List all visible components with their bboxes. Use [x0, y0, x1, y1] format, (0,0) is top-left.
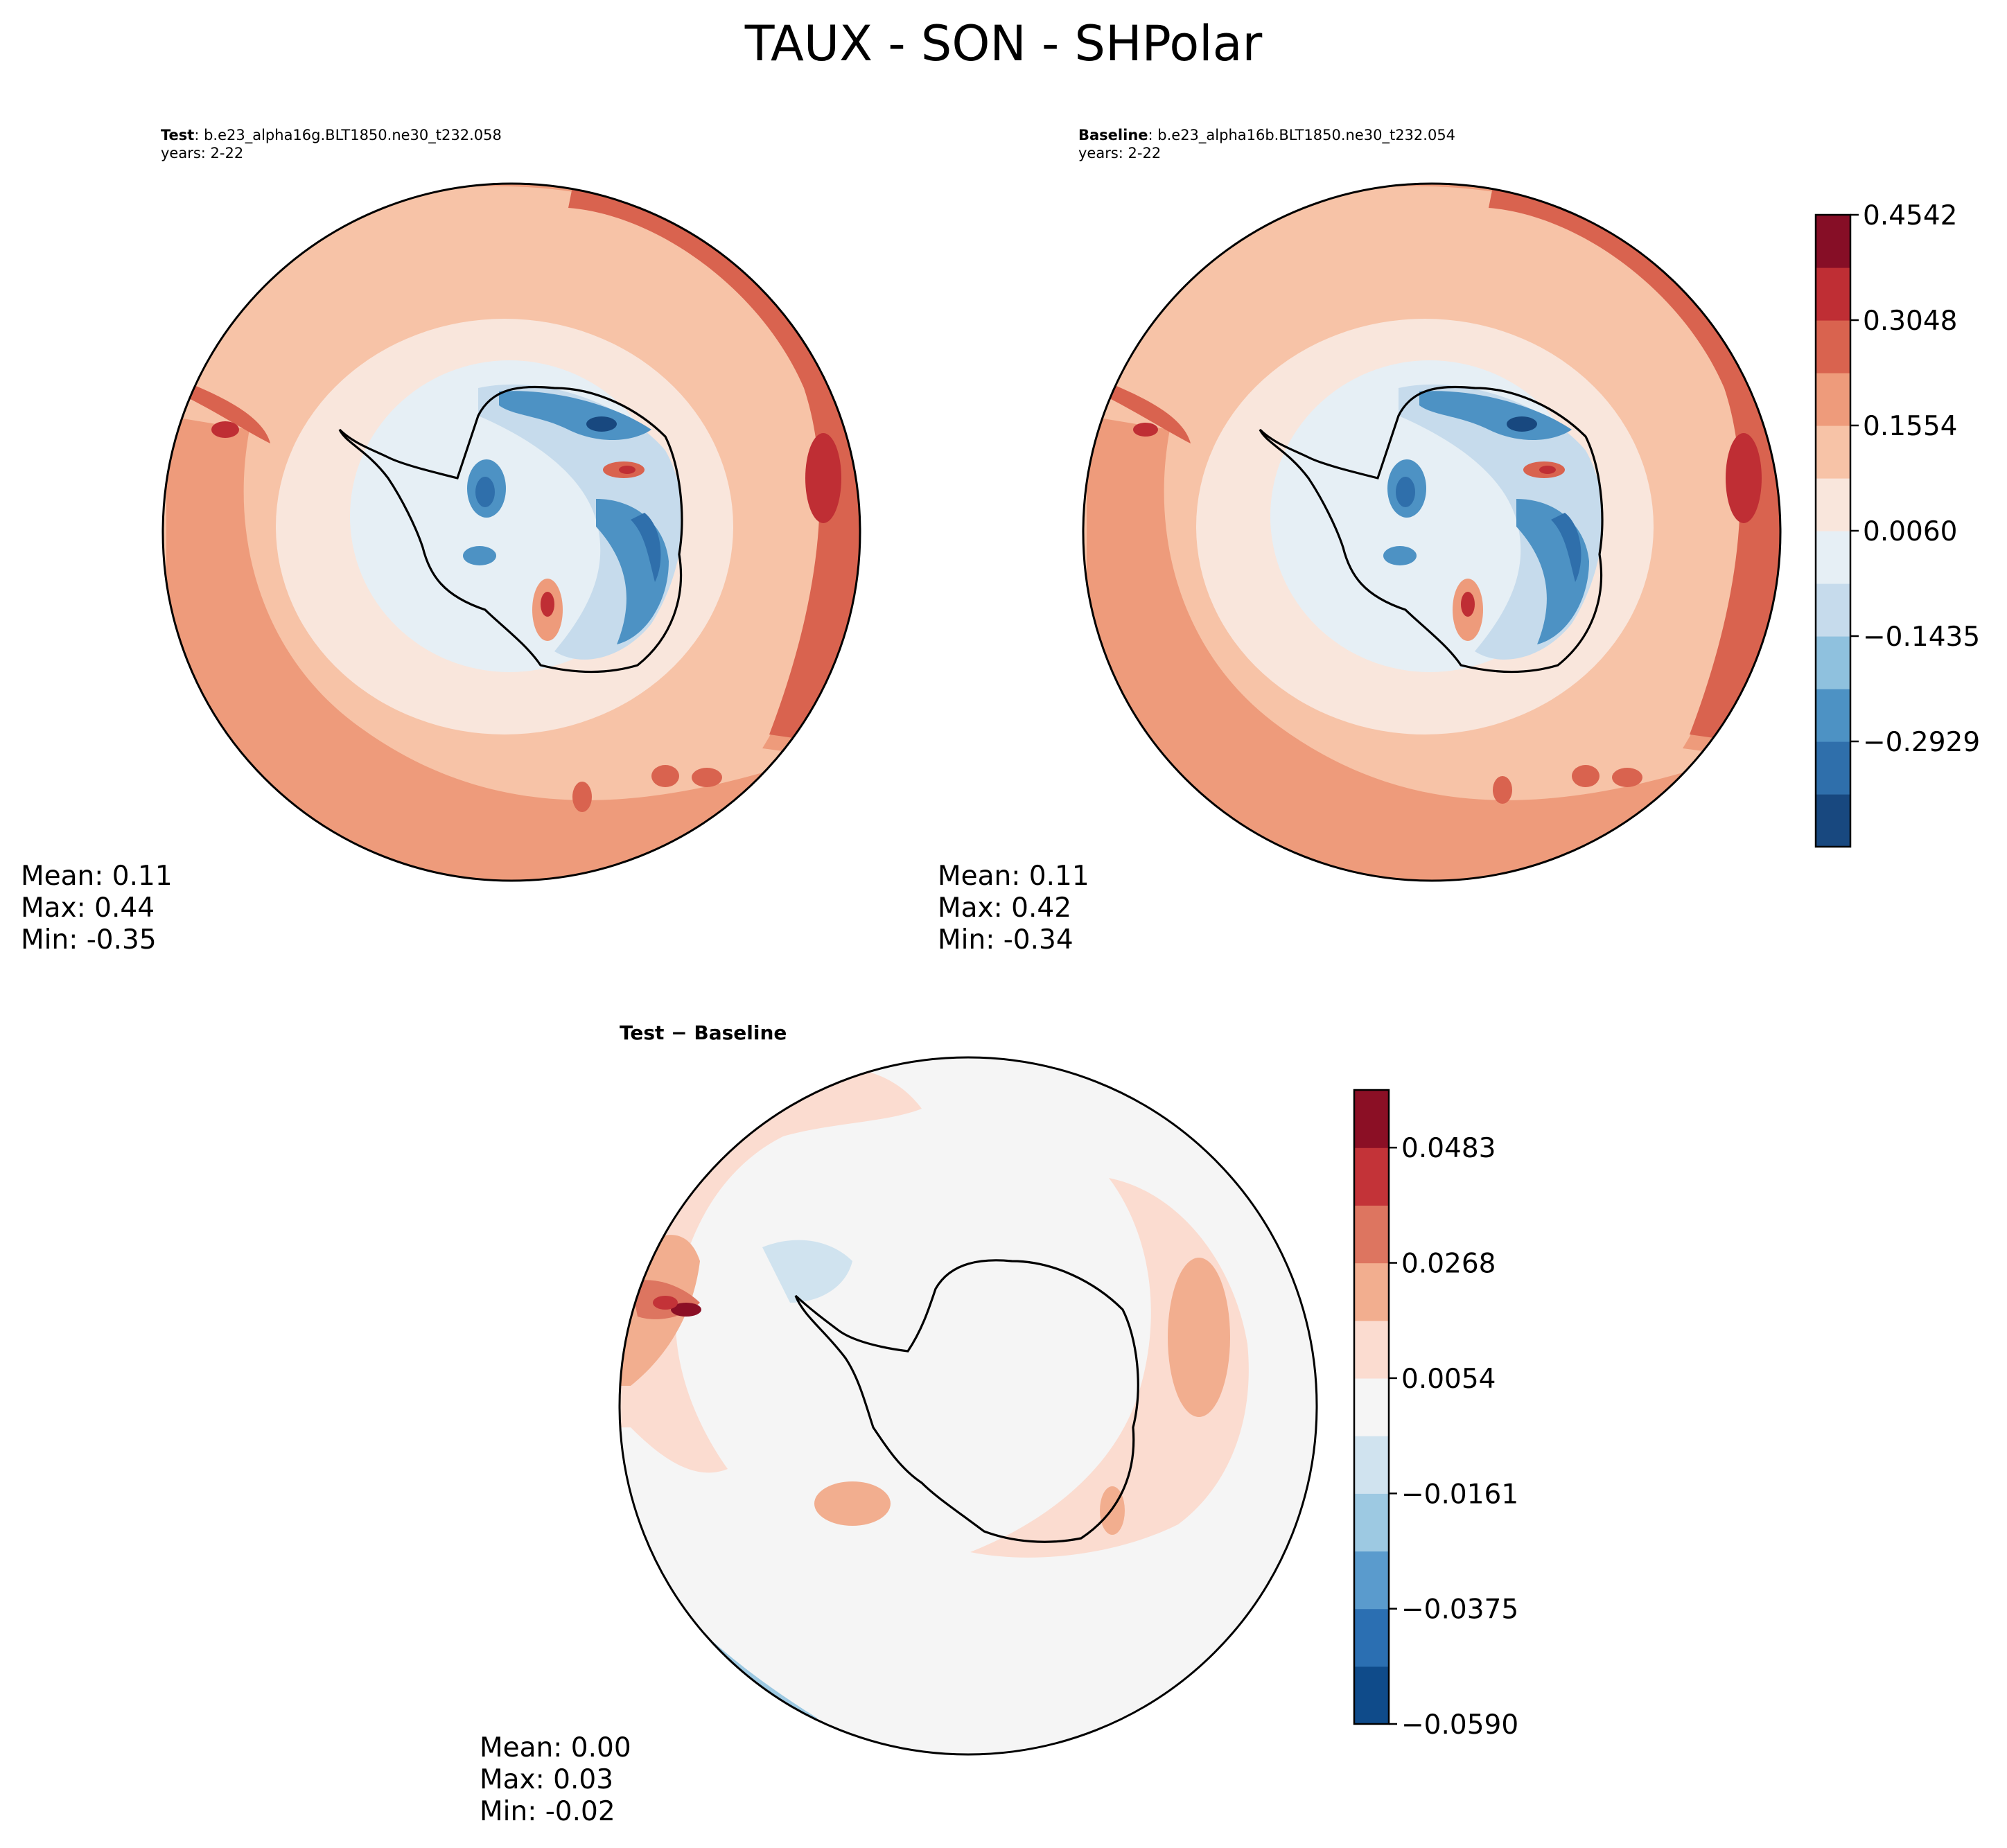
baseline-coastline [1259, 385, 1604, 674]
diff-colorbar: 0.0483 0.0268 0.0054 −0.0161 −0.0375 −0.0590 [1353, 1089, 1518, 1741]
diff-colorbar-tick-label: −0.0161 [1401, 1479, 1518, 1510]
test-label: Test [161, 127, 195, 143]
main-colorbar: 0.4542 0.3048 0.1554 0.0060 −0.1435 −0.2929 [1814, 200, 1980, 848]
diff-colorbar-swatch [1354, 1551, 1389, 1610]
diff-coastline [794, 1259, 1139, 1543]
diff-colorbar-swatch [1354, 1436, 1389, 1494]
main-colorbar-tick-label: 0.4542 [1863, 200, 1957, 231]
baseline-subtitle: Baseline: b.e23_alpha16b.BLT1850.ne30_t2… [1078, 126, 1455, 162]
main-colorbar-swatch [1816, 478, 1850, 531]
test-mean: Mean: 0.11 [21, 861, 173, 892]
main-colorbar-tick-label: 0.0060 [1863, 516, 1957, 547]
diff-title: Test − Baseline [620, 1021, 787, 1044]
diff-colorbar-swatch [1354, 1378, 1389, 1436]
baseline-map-border [1082, 182, 1782, 882]
test-case: : b.e23_alpha16g.BLT1850.ne30_t232.058 [194, 127, 502, 143]
main-colorbar-tick-label: 0.1554 [1863, 411, 1957, 442]
main-colorbar-swatch [1816, 794, 1850, 847]
figure-title: TAUX - SON - SHPolar [744, 15, 1263, 72]
diff-map [620, 1057, 1317, 1754]
diff-colorbar-frame [1353, 1089, 1390, 1725]
main-colorbar-swatch [1816, 425, 1850, 479]
main-colorbar-tick-label: 0.3048 [1863, 306, 1957, 337]
test-map-border [161, 182, 861, 882]
diff-colorbar-swatch [1354, 1147, 1389, 1206]
main-colorbar-swatch [1816, 636, 1850, 689]
main-colorbar-swatch [1816, 215, 1850, 268]
main-colorbar-swatch [1816, 583, 1850, 637]
baseline-min: Min: -0.34 [938, 924, 1073, 956]
test-years: years: 2-22 [161, 145, 244, 161]
diff-colorbar-swatch [1354, 1205, 1389, 1264]
diff-colorbar-swatch [1354, 1666, 1389, 1725]
baseline-mean: Mean: 0.11 [938, 861, 1089, 892]
diff-colorbar-swatch [1354, 1090, 1389, 1148]
main-colorbar-swatch [1816, 320, 1850, 373]
diff-mean: Mean: 0.00 [480, 1732, 631, 1763]
diff-stats: Mean: 0.00 Max: 0.03 Min: -0.02 [480, 1732, 631, 1828]
main-colorbar-swatch [1816, 741, 1850, 795]
diff-max: Max: 0.03 [480, 1764, 614, 1795]
diff-colorbar-swatch [1354, 1493, 1389, 1552]
diff-colorbar-tick-label: 0.0483 [1401, 1133, 1496, 1164]
baseline-years: years: 2-22 [1078, 145, 1162, 161]
test-min: Min: -0.35 [21, 924, 157, 956]
diff-map-border [618, 1056, 1318, 1756]
diff-colorbar-tick-label: 0.0268 [1401, 1249, 1496, 1280]
diff-colorbar-swatch [1354, 1608, 1389, 1667]
main-colorbar-tick-label: −0.1435 [1863, 622, 1980, 653]
test-coastline [338, 385, 683, 674]
test-max: Max: 0.44 [21, 892, 155, 924]
diff-colorbar-tick-label: 0.0054 [1401, 1364, 1496, 1395]
baseline-stats: Mean: 0.11 Max: 0.42 Min: -0.34 [938, 861, 1089, 956]
baseline-case: : b.e23_alpha16b.BLT1850.ne30_t232.054 [1148, 127, 1456, 143]
main-colorbar-tick-label: −0.2929 [1863, 727, 1980, 758]
test-stats: Mean: 0.11 Max: 0.44 Min: -0.35 [21, 861, 173, 956]
main-colorbar-swatch [1816, 373, 1850, 426]
diff-colorbar-tick-label: −0.0375 [1401, 1594, 1518, 1626]
main-colorbar-swatch [1816, 689, 1850, 742]
diff-min: Min: -0.02 [480, 1796, 615, 1827]
main-colorbar-swatch [1816, 267, 1850, 321]
test-subtitle: Test: b.e23_alpha16g.BLT1850.ne30_t232.0… [161, 126, 502, 162]
main-colorbar-swatch [1816, 531, 1850, 584]
diff-colorbar-swatch [1354, 1262, 1389, 1321]
baseline-max: Max: 0.42 [938, 892, 1072, 924]
diff-colorbar-tick-label: −0.0590 [1401, 1709, 1518, 1741]
diff-colorbar-swatch [1354, 1320, 1389, 1379]
baseline-label: Baseline [1078, 127, 1148, 143]
